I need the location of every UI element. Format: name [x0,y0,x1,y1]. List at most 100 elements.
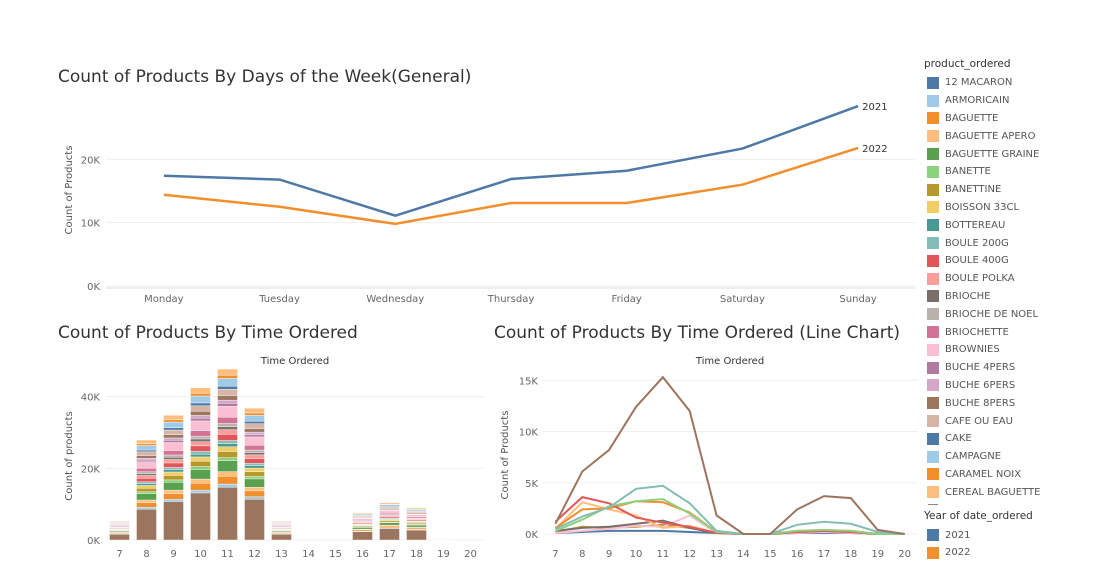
bar-segment [190,393,211,397]
legend-label: BAGUETTE GRAINE [945,148,1040,160]
bar-segment [136,499,157,503]
legend-label: CEREAL BAGUETTE [945,486,1041,498]
legend-swatch [927,237,939,250]
product-legend-item: BOULE POLKA [922,270,1112,288]
legend-swatch [927,183,939,196]
bar-segment [406,514,427,518]
bar-segment [190,489,211,494]
y-tick-label: 20K [81,464,101,475]
bar-segment [379,525,400,529]
product-legend-item: BOULE 400G [922,252,1112,270]
bar-segment [217,378,238,387]
bar-segment [352,512,373,514]
bar-segment [244,452,265,456]
bar-segment [136,458,157,461]
legend-label: BRIOCHE [945,290,991,302]
legend-swatch [927,254,939,267]
bar-segment [136,461,157,469]
legend-swatch [927,379,939,392]
legend-swatch [927,76,939,89]
bar-segment [379,506,400,509]
legend-swatch [927,94,939,107]
y-tick-label: 10K [519,428,539,439]
x-tick-label: 7 [552,549,558,560]
bar-segment [163,429,184,435]
legend-swatch [927,486,939,499]
bar-segment [136,487,157,493]
x-tick-label: 17 [818,549,831,560]
bar-segment [244,454,265,459]
product-legend-item: BRIOCHETTE [922,323,1112,341]
bar-segment [244,458,265,464]
x-tick-label: 15 [764,549,777,560]
legend-label: BANETTINE [945,184,1002,196]
bar-segment [190,438,211,442]
bar-segment [244,487,265,492]
x-axis-title: Time Ordered [260,356,329,367]
x-tick-label: 19 [437,549,450,560]
legend-divider [928,504,938,506]
bar-segment [136,481,157,484]
bar-segment [136,485,157,489]
bar-segment [190,435,211,440]
bar-segment [136,443,157,446]
bar-segment [217,434,238,441]
x-tick-label: Monday [144,294,184,305]
bar-segment [379,504,400,507]
bar-segment [190,478,211,484]
bar-segment [163,440,184,443]
legend-label: BUCHE 8PERS [945,397,1016,409]
bar-segment [271,533,292,541]
bar-segment [109,520,130,522]
bar-segment [163,498,184,502]
x-tick-label: 12 [248,549,261,560]
bar-segment [163,462,184,468]
x-tick-label: Wednesday [366,294,424,305]
y-tick-label: 0K [87,536,100,547]
legend-label: BRIOCHETTE [945,326,1009,338]
y-axis-label: Count of products [64,411,75,500]
bar-segment [217,417,238,424]
year-legend-title: Year of date_ordered [924,510,1033,523]
year-legend-item: 2021 [922,526,1112,544]
legend-swatch [927,432,939,445]
bar-segment [217,476,238,485]
legend-label: 2022 [945,547,971,559]
bar-segment [217,443,238,447]
bar-segment [136,467,157,473]
product-legend-item: 12 MACARON [922,74,1112,92]
x-tick-label: 14 [737,549,750,560]
x-tick-label: 13 [275,549,288,560]
x-tick-label: 8 [579,549,585,560]
bar-segment [244,496,265,500]
bar-segment [217,471,238,477]
product-legend-item: BRIOCHE DE NOEL [922,305,1112,323]
legend-swatch [927,290,939,303]
bar-segment [217,426,238,430]
bar-segment [163,427,184,431]
x-tick-label: 14 [302,549,315,560]
x-tick-label: 11 [221,549,234,560]
bar-segment [136,493,157,501]
bar-segment [244,436,265,446]
bar-segment [217,440,238,444]
bar-segment [136,439,157,444]
legend-swatch [927,272,939,285]
bar-segment [163,415,184,421]
x-tick-label: 20 [898,549,911,560]
bar-segment [190,402,211,406]
bar-segment [244,471,265,477]
bar-segment [217,429,238,435]
product-legend-item: BAGUETTE [922,110,1112,128]
y-tick-label: 20K [81,155,101,166]
bar-segment [136,473,157,476]
legend-label: BOISSON 33CL [945,201,1020,213]
x-tick-label: 16 [356,549,369,560]
y-tick-label: 15K [519,376,539,387]
bar-segment [217,395,238,401]
product-legend-item: BOISSON 33CL [922,199,1112,217]
legend-swatch [927,397,939,410]
legend-label: 2021 [945,529,971,541]
bar-segment [190,469,211,480]
bar-segment [217,446,238,452]
